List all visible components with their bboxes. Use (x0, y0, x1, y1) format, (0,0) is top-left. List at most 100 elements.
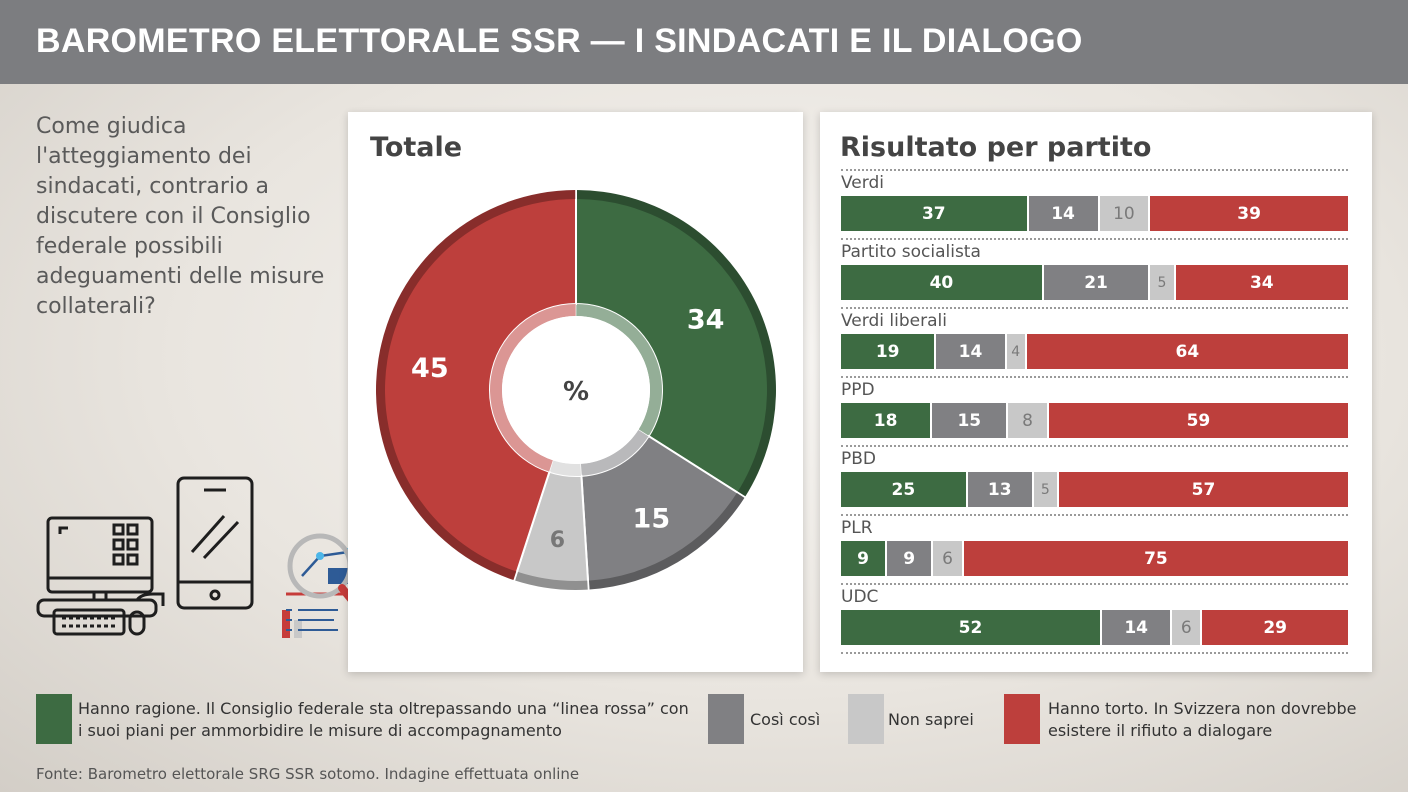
bar-segment: 13 (967, 472, 1034, 507)
legend-text-light-grey: Non saprei (888, 710, 974, 729)
survey-question: Come giudica l'atteggiamento dei sindaca… (36, 114, 325, 319)
party-bar-row: 40 21 5 34 (841, 265, 1348, 300)
bar-value-label: 14 (1124, 617, 1148, 638)
donut-slice-inner-ring (489, 304, 576, 472)
bar-segment: 40 (841, 265, 1044, 300)
party-bar-row: 25 13 5 57 (841, 472, 1348, 507)
bar-segment: 15 (932, 403, 1009, 438)
donut-value-label: 45 (411, 353, 449, 384)
bar-value-label: 19 (875, 341, 900, 362)
total-chart-title: Totale (370, 132, 463, 163)
bar-value-label: 18 (873, 410, 898, 431)
donut-slice-rim (588, 492, 745, 590)
legend-swatch-dark-grey (708, 694, 744, 744)
bar-segment: 52 (841, 610, 1103, 645)
bar-segment: 6 (933, 541, 964, 576)
row-separator (841, 238, 1348, 240)
row-separator (841, 376, 1348, 378)
party-label: PBD (841, 449, 877, 469)
donut-slice-rim (576, 190, 777, 497)
bar-value-label: 59 (1186, 410, 1211, 431)
desktop-computer-icon (36, 516, 165, 636)
bar-value-label: 40 (929, 272, 954, 293)
donut-slice-inner-ring (549, 460, 582, 477)
legend-swatch-green (36, 694, 72, 744)
bar-segment: 14 (936, 334, 1007, 369)
bar-segment: 18 (841, 403, 933, 438)
party-label: Partito socialista (841, 242, 981, 262)
legend-text-red: Hanno torto. In Svizzera non dovrebbe es… (1048, 699, 1357, 740)
bar-segment: 14 (1102, 610, 1173, 645)
donut-value-label: 15 (633, 503, 671, 534)
row-separator (841, 169, 1348, 171)
donut-slice-4 (375, 188, 577, 582)
bar-value-label: 25 (891, 479, 916, 500)
bar-segment: 29 (1202, 610, 1348, 645)
bar-segment: 14 (1028, 196, 1100, 231)
bar-segment: 6 (1172, 610, 1203, 645)
legend-text-green: Hanno ragione. Il Consiglio federale sta… (78, 699, 689, 740)
bar-segment: 19 (841, 334, 937, 369)
party-bar-row: 18 15 8 59 (841, 403, 1348, 438)
donut-slice-3 (512, 460, 590, 591)
donut-value-label: 34 (687, 305, 725, 336)
donut-slice-2 (580, 429, 747, 591)
bar-value-label: 13 (987, 479, 1012, 500)
bar-segment: 34 (1175, 265, 1348, 300)
page-header: BAROMETRO ELETTORALE SSR — I SINDACATI E… (0, 0, 1408, 84)
party-bar-row: 19 14 4 64 (841, 334, 1348, 369)
bar-segment: 57 (1059, 472, 1348, 507)
bar-segment: 39 (1150, 196, 1348, 231)
party-label: UDC (841, 587, 879, 607)
bar-segment: 10 (1099, 196, 1151, 231)
bar-value-label: 57 (1191, 479, 1216, 500)
bar-value-label: 8 (1022, 410, 1033, 431)
source-note: Fonte: Barometro elettorale SRG SSR soto… (36, 765, 580, 783)
party-label: Verdi (841, 173, 884, 193)
page-title: BAROMETRO ELETTORALE SSR — I SINDACATI E… (36, 22, 1083, 60)
donut-slice-rim (514, 571, 588, 590)
bar-value-label: 6 (1180, 617, 1192, 638)
party-bar-row: 52 14 6 29 (841, 610, 1348, 645)
row-separator (841, 445, 1348, 447)
bar-value-label: 4 (1011, 343, 1021, 360)
bar-value-label: 34 (1249, 272, 1274, 293)
bar-value-label: 6 (942, 548, 953, 569)
smartphone-icon (176, 476, 254, 610)
bar-segment: 9 (841, 541, 888, 576)
party-label: PPD (841, 380, 875, 400)
bar-value-label: 5 (1157, 274, 1167, 291)
bar-value-label: 14 (1051, 203, 1075, 224)
bar-segment: 9 (887, 541, 934, 576)
party-panel: Risultato per partito Verdi 37 14 10 39 Parti… (820, 112, 1372, 672)
legend-text-dark-grey: Così così (750, 710, 821, 729)
legend-swatch-light-grey (848, 694, 884, 744)
row-separator (841, 583, 1348, 585)
party-bar-row: 37 14 10 39 (841, 196, 1348, 231)
party-label: PLR (841, 518, 873, 538)
bar-value-label: 75 (1144, 548, 1168, 569)
bar-value-label: 15 (957, 410, 982, 431)
bar-value-label: 9 (857, 548, 869, 569)
bar-segment: 8 (1008, 403, 1049, 438)
donut-slice-inner-ring (576, 304, 662, 436)
legend-swatch-red (1004, 694, 1040, 744)
donut-slice-inner-ring (580, 429, 649, 476)
bar-segment: 25 (841, 472, 968, 507)
bar-segment: 64 (1026, 334, 1348, 369)
bar-segment: 4 (1006, 334, 1027, 369)
bar-value-label: 39 (1237, 203, 1261, 224)
bar-value-label: 21 (1084, 272, 1108, 293)
donut-chart: 34 15 6 45% (375, 188, 777, 591)
bar-value-label: 14 (958, 341, 983, 362)
party-chart-title: Risultato per partito (840, 132, 1152, 163)
bar-segment: 5 (1033, 472, 1059, 507)
bar-segment: 75 (963, 541, 1348, 576)
bar-segment: 21 (1043, 265, 1151, 300)
bar-segment: 59 (1048, 403, 1348, 438)
bar-value-label: 64 (1175, 341, 1200, 362)
donut-value-label: 6 (550, 528, 565, 553)
bar-value-label: 52 (958, 617, 983, 638)
bar-value-label: 9 (903, 548, 916, 569)
row-separator (841, 514, 1348, 516)
